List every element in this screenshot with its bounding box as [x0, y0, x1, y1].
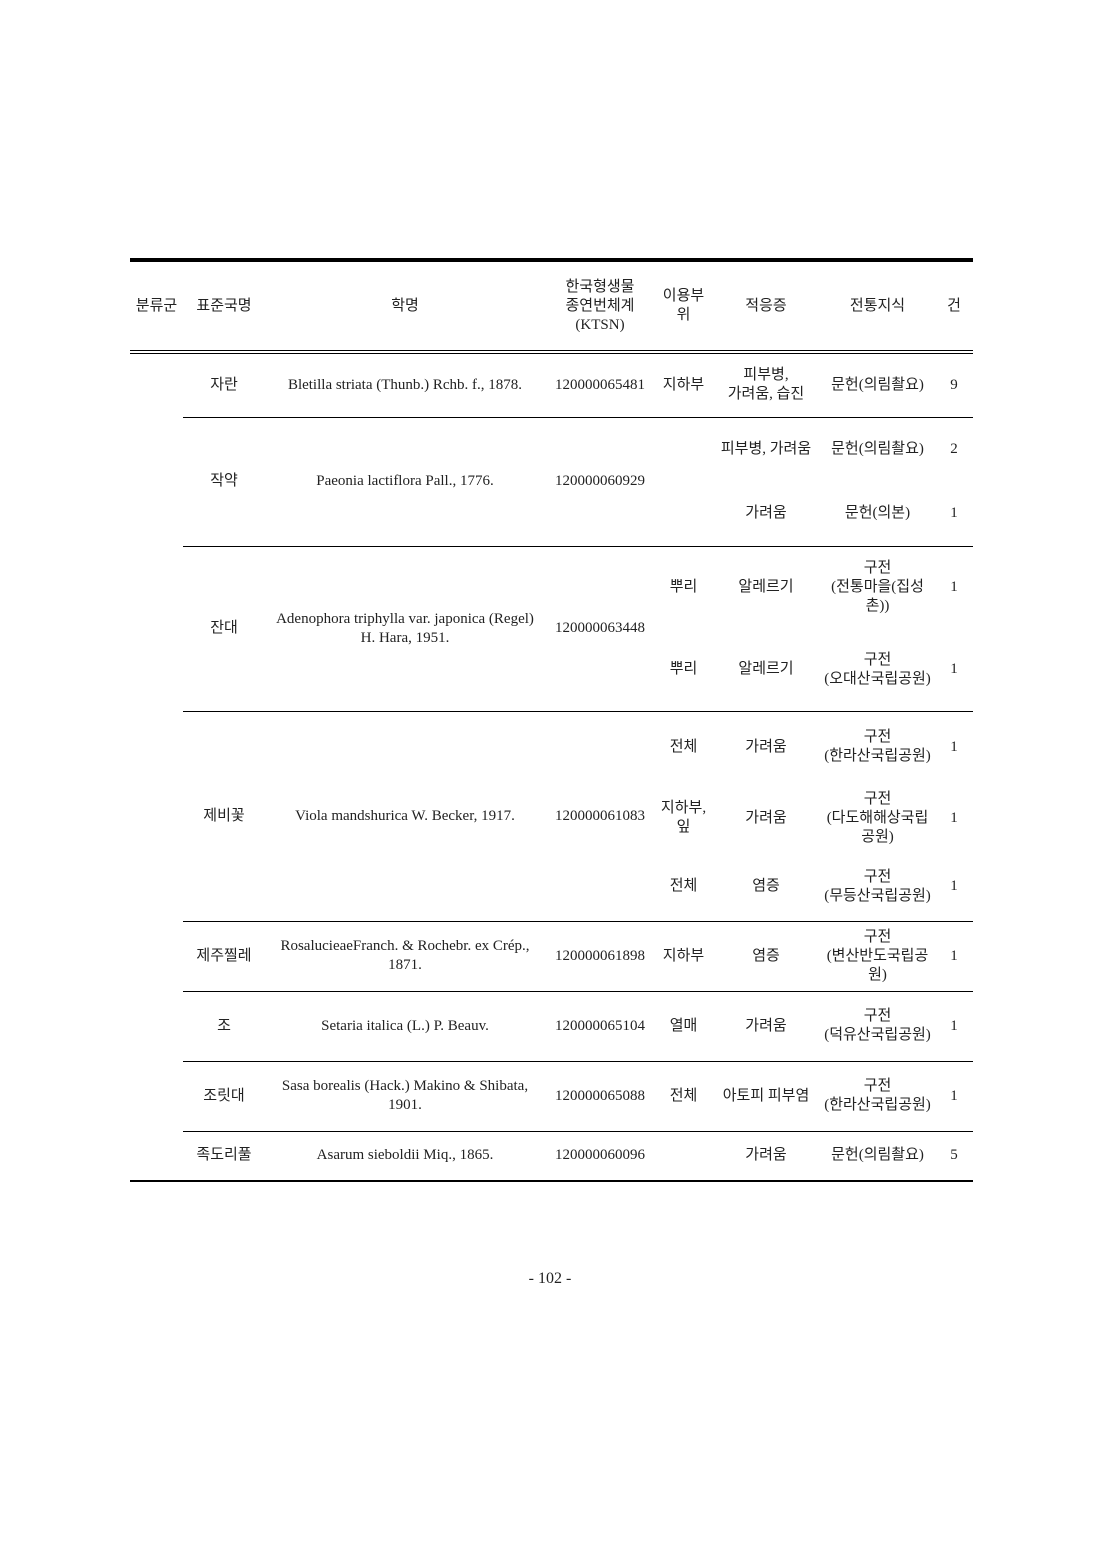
header-part-used: 이용부위 [655, 258, 712, 354]
table-header-row: 분류군 표준국명 학명 한국형생물 종연번체계 (KTSN) 이용부위 적응증 전통지식 건 [130, 258, 973, 354]
traditional-knowledge-cell: 구전 (오대산국립공원) [824, 651, 931, 687]
header-indication: 적응증 [712, 258, 820, 354]
traditional-knowledge-cell: 구전 (다도해해상국립공원) [826, 790, 929, 845]
table-row: 잔대 Adenophora triphylla var. japonica (Re… [130, 545, 973, 711]
indication-cell: 가려움 [712, 1130, 820, 1182]
traditional-knowledge-cell: 구전 (한라산국립공원) [820, 710, 935, 783]
count-cell: 1 [950, 504, 958, 521]
korean-name-cell: 제비꽃 [183, 710, 265, 921]
table-row: 가려움 문헌(의본) 1 [130, 481, 973, 546]
scientific-name-cell: Asarum sieboldii Miq., 1865. [265, 1130, 545, 1182]
korean-name-cell: 조 [183, 990, 265, 1061]
traditional-knowledge-table: 분류군 표준국명 학명 한국형생물 종연번체계 (KTSN) 이용부위 적응증 전통지식 건 … [130, 258, 973, 1182]
table-row: 전체 염증 구전 (무등산국립공원) 1 [130, 853, 973, 921]
count-cell: 1 [950, 809, 958, 826]
scientific-name-cell: Paeonia lactiflora Pall., 1776. [265, 416, 545, 546]
count-cell: 1 [935, 990, 973, 1061]
table-row: 뿌리 알레르기 구전 (오대산국립공원) 1 [130, 629, 973, 711]
indication-cell: 피부병, 가려움, 습진 [727, 367, 805, 403]
traditional-knowledge-cell: 문헌(의림촬요) [820, 416, 935, 481]
ktsn-cell: 120000065088 [545, 1060, 655, 1131]
scientific-name-cell: Adenophora triphylla var. japonica (Rege… [265, 545, 545, 711]
count-cell: 5 [935, 1130, 973, 1182]
indication-cell: 가려움 [712, 990, 820, 1061]
indication-cell: 아토피 피부염 [712, 1060, 820, 1131]
korean-name-cell: 자란 [210, 376, 238, 393]
table-row: 작약 Paeonia lactiflora Pall., 1776. 1200000… [130, 416, 973, 546]
table-row: 조릿대 Sasa borealis (Hack.) Makino & Shibat… [130, 1060, 973, 1131]
indication-cell: 알레르기 [712, 545, 820, 629]
korean-name-cell: 조릿대 [183, 1060, 265, 1131]
table-row: 족도리풀 Asarum sieboldii Miq., 1865. 12000006… [130, 1130, 973, 1182]
traditional-knowledge-cell: 구전 (전통마을(집성촌)) [820, 545, 935, 629]
traditional-knowledge-cell: 문헌(의림촬요) [820, 1130, 935, 1182]
count-cell: 1 [950, 661, 958, 678]
part-used-cell: 지하부 [662, 376, 705, 393]
korean-name-cell: 제주찔레 [183, 920, 265, 991]
table-row: 자란 Bletilla striata (Thunb.) Rchb. f., 18… [130, 352, 973, 1182]
table-row: 지하부, 잎 가려움 구전 (다도해해상국립공원) 1 [130, 783, 973, 853]
part-used-cell: 전체 [669, 878, 698, 895]
count-cell: 1 [935, 920, 973, 991]
part-used-cell [655, 481, 712, 546]
scientific-name-cell: RosalucieaeFranch. & Rochebr. ex Crép., … [265, 920, 545, 991]
indication-cell: 가려움 [745, 809, 787, 826]
indication-cell: 피부병, 가려움 [712, 416, 820, 481]
header-korean-name: 표준국명 [183, 258, 265, 354]
part-used-cell: 전체 [655, 710, 712, 783]
scientific-name-cell: Sasa borealis (Hack.) Makino & Shibata, … [265, 1060, 545, 1131]
table-row: 제주찔레 RosalucieaeFranch. & Rochebr. ex Cré… [130, 920, 973, 991]
header-traditional-knowledge: 전통지식 [820, 258, 935, 354]
traditional-knowledge-cell: 문헌(의본) [844, 504, 911, 521]
part-used-cell [655, 1130, 712, 1182]
table-row: 제비꽃 Viola mandshurica W. Becker, 1917. 120… [130, 710, 973, 921]
count-cell: 9 [950, 376, 958, 393]
part-used-cell: 뿌리 [655, 545, 712, 629]
part-used-cell: 지하부, 잎 [660, 800, 707, 835]
ktsn-cell: 120000065104 [545, 990, 655, 1061]
part-used-cell [655, 416, 712, 481]
ktsn-cell: 120000060929 [545, 416, 655, 546]
part-used-cell: 뿌리 [669, 661, 698, 678]
ktsn-cell: 120000065481 [555, 376, 645, 393]
traditional-knowledge-cell: 문헌(의림촬요) [831, 376, 924, 393]
count-cell: 1 [935, 545, 973, 629]
ktsn-cell: 120000061898 [545, 920, 655, 991]
ktsn-cell: 120000060096 [545, 1130, 655, 1182]
traditional-knowledge-cell: 구전 (변산반도국립공원) [820, 920, 935, 991]
count-cell: 1 [935, 1060, 973, 1131]
indication-cell: 가려움 [745, 504, 787, 521]
header-classification: 분류군 [130, 258, 183, 354]
count-cell: 1 [950, 878, 958, 895]
scientific-name-cell: Viola mandshurica W. Becker, 1917. [265, 710, 545, 921]
traditional-knowledge-cell: 구전 (무등산국립공원) [824, 868, 931, 904]
indication-cell: 가려움 [712, 710, 820, 783]
classification-cell [130, 352, 183, 1182]
part-used-cell: 전체 [655, 1060, 712, 1131]
korean-name-cell: 족도리풀 [183, 1130, 265, 1182]
count-cell: 2 [935, 416, 973, 481]
table-row: 조 Setaria italica (L.) P. Beauv. 120000065… [130, 990, 973, 1061]
header-ktsn: 한국형생물 종연번체계 (KTSN) [545, 258, 655, 354]
part-used-cell: 지하부 [655, 920, 712, 991]
indication-cell: 알레르기 [738, 661, 794, 678]
part-used-cell: 열매 [655, 990, 712, 1061]
traditional-knowledge-cell: 구전 (한라산국립공원) [820, 1060, 935, 1131]
ktsn-cell: 120000061083 [545, 710, 655, 921]
indication-cell: 염증 [712, 920, 820, 991]
header-scientific-name: 학명 [265, 258, 545, 354]
traditional-knowledge-cell: 구전 (덕유산국립공원) [820, 990, 935, 1061]
korean-name-cell: 잔대 [183, 545, 265, 711]
scientific-name-cell: Bletilla striata (Thunb.) Rchb. f., 1878… [287, 376, 523, 393]
ktsn-cell: 120000063448 [545, 545, 655, 711]
count-cell: 1 [935, 710, 973, 783]
page-number: - 102 - [528, 1270, 572, 1287]
indication-cell: 염증 [752, 878, 780, 895]
korean-name-cell: 작약 [183, 416, 265, 546]
header-count: 건 [935, 258, 973, 354]
scientific-name-cell: Setaria italica (L.) P. Beauv. [265, 990, 545, 1061]
